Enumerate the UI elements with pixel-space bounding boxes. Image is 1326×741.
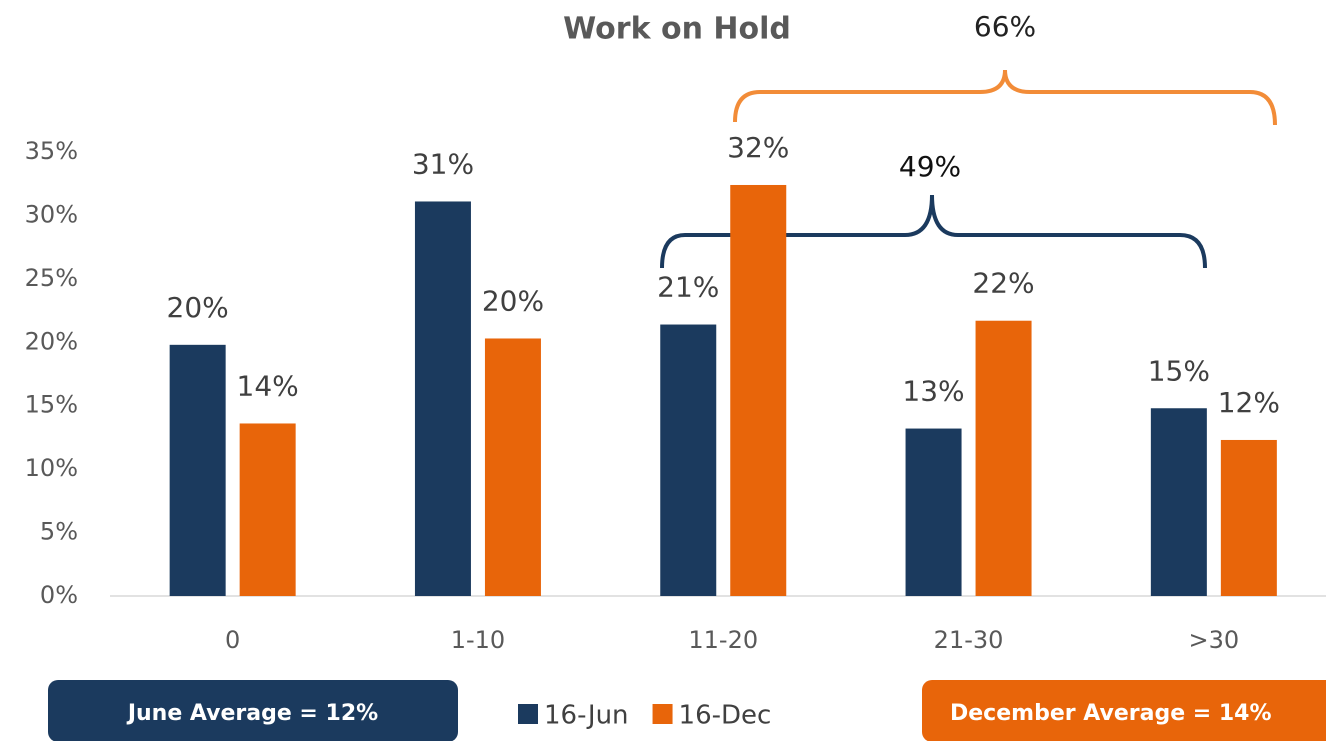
bar [484, 338, 541, 596]
callout: December Average = 14% [950, 701, 1272, 726]
bar [169, 344, 226, 596]
x-tick-label: 21-30 [934, 626, 1004, 654]
bar [975, 320, 1032, 596]
data-label: 21% [657, 271, 719, 304]
y-tick-label: 15% [25, 391, 78, 419]
y-tick-label: 35% [25, 137, 78, 165]
y-tick-label: 30% [25, 200, 78, 228]
x-tick-label: 1-10 [451, 626, 505, 654]
bar [1150, 408, 1207, 596]
bar [730, 184, 787, 597]
bar [1220, 439, 1277, 596]
annotation: 66% [974, 10, 1036, 43]
data-label: 14% [237, 369, 299, 402]
chart-title: Work on Hold [563, 12, 791, 47]
data-label: 20% [482, 284, 544, 317]
y-tick-label: 0% [40, 581, 78, 609]
y-tick-label: 20% [25, 327, 78, 355]
legend-label: 16-Dec [679, 701, 772, 731]
y-tick-label: 25% [25, 264, 78, 292]
data-label: 15% [1148, 354, 1210, 387]
callout-box [922, 680, 1326, 741]
data-label: 13% [902, 375, 964, 408]
callout-box [48, 680, 458, 741]
data-label: 22% [972, 267, 1034, 300]
bracket [660, 194, 1207, 269]
bracket [733, 69, 1277, 126]
bar [239, 423, 296, 596]
annotation: 49% [899, 150, 961, 183]
legend-label: 16-Jun [544, 701, 629, 731]
data-label: 32% [727, 131, 789, 164]
x-tick-label: 11-20 [688, 626, 758, 654]
y-tick-label: 10% [25, 454, 78, 482]
y-tick-label: 5% [40, 518, 78, 546]
bar [414, 201, 471, 596]
bar [660, 324, 717, 596]
data-label: 31% [412, 147, 474, 180]
callout: June Average = 12% [126, 701, 378, 726]
x-tick-label: 0 [225, 626, 240, 654]
bar [905, 428, 962, 596]
data-label: 12% [1218, 386, 1280, 419]
legend-swatch [652, 704, 673, 724]
legend-swatch [518, 704, 538, 724]
data-label: 20% [167, 291, 229, 324]
x-tick-label: >30 [1189, 626, 1240, 654]
